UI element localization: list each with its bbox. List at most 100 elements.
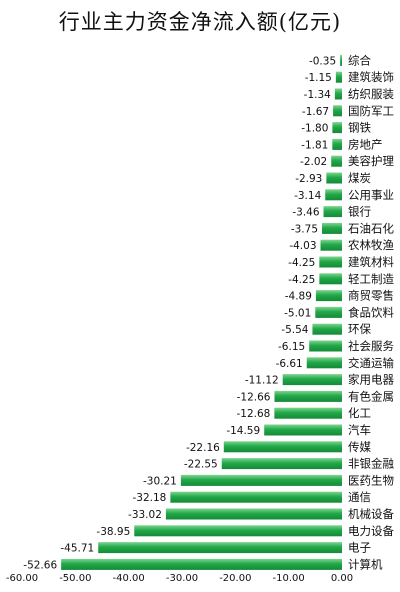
category-label: 汽车 bbox=[348, 423, 371, 437]
bar-10 bbox=[323, 206, 342, 218]
bar-8 bbox=[326, 172, 342, 184]
category-label: 电力设备 bbox=[348, 524, 394, 538]
category-label: 机械设备 bbox=[348, 507, 394, 521]
bar-9 bbox=[325, 189, 342, 201]
bar-12 bbox=[320, 239, 342, 251]
category-label: 电子 bbox=[348, 541, 371, 555]
bar-24 bbox=[223, 441, 342, 453]
x-tick-label: -10.00 bbox=[273, 573, 305, 584]
value-label: -52.66 bbox=[23, 559, 57, 571]
bar-15 bbox=[315, 290, 342, 302]
value-label: -3.75 bbox=[291, 223, 318, 235]
value-label: -4.03 bbox=[289, 240, 316, 252]
x-tick-label: 0.00 bbox=[331, 573, 353, 584]
category-label: 轻工制造 bbox=[348, 272, 394, 286]
value-label: -12.66 bbox=[237, 391, 271, 403]
value-label: -1.34 bbox=[304, 89, 331, 101]
value-label: -4.89 bbox=[285, 291, 312, 303]
value-label: -5.54 bbox=[281, 324, 308, 336]
value-label: -2.93 bbox=[295, 173, 322, 185]
category-label: 交通运输 bbox=[348, 356, 394, 370]
value-label: -1.80 bbox=[301, 123, 328, 135]
category-label: 有色金属 bbox=[348, 389, 394, 403]
x-tick-label: -50.00 bbox=[59, 573, 91, 584]
x-tick-label: -20.00 bbox=[219, 573, 251, 584]
bar-1 bbox=[340, 54, 342, 66]
x-tick-label: -40.00 bbox=[113, 573, 145, 584]
category-label: 农林牧渔 bbox=[348, 238, 394, 252]
value-label: -4.25 bbox=[288, 257, 315, 269]
value-label: -45.71 bbox=[60, 543, 94, 555]
x-tick-label: -30.00 bbox=[166, 573, 198, 584]
bar-13 bbox=[319, 256, 342, 268]
bar-14 bbox=[319, 273, 342, 285]
bar-25 bbox=[221, 458, 342, 470]
value-label: -6.15 bbox=[278, 341, 305, 353]
value-label: -0.35 bbox=[309, 55, 336, 67]
category-label: 钢铁 bbox=[348, 121, 371, 135]
category-label: 石油石化 bbox=[348, 221, 394, 235]
value-label: -1.81 bbox=[301, 139, 328, 151]
category-label: 化工 bbox=[348, 406, 371, 420]
value-label: -32.18 bbox=[133, 492, 167, 504]
bar-6 bbox=[332, 138, 342, 150]
bar-2 bbox=[335, 71, 342, 83]
value-label: -22.16 bbox=[186, 442, 220, 454]
value-label: -3.46 bbox=[292, 207, 319, 219]
category-label: 纺织服装 bbox=[348, 87, 394, 101]
value-label: -14.59 bbox=[226, 425, 260, 437]
category-label: 非银金融 bbox=[348, 457, 394, 471]
category-label: 综合 bbox=[348, 53, 371, 67]
bar-7 bbox=[331, 155, 342, 167]
value-label: -4.25 bbox=[288, 274, 315, 286]
value-label: -6.61 bbox=[276, 358, 303, 370]
bar-18 bbox=[309, 340, 342, 352]
category-label: 建筑装饰 bbox=[348, 70, 394, 84]
bar-16 bbox=[315, 306, 342, 318]
category-label: 传媒 bbox=[348, 440, 371, 454]
bar-30 bbox=[98, 542, 342, 554]
value-label: -1.15 bbox=[305, 72, 332, 84]
bar-31 bbox=[61, 558, 342, 570]
bar-4 bbox=[333, 105, 342, 117]
category-label: 食品饮料 bbox=[348, 305, 394, 319]
bar-28 bbox=[165, 508, 342, 520]
bar-3 bbox=[334, 88, 342, 100]
category-label: 医药生物 bbox=[348, 473, 394, 487]
category-label: 房地产 bbox=[348, 137, 383, 151]
category-label: 公用事业 bbox=[348, 188, 394, 202]
bar-26 bbox=[180, 474, 342, 486]
bar-21 bbox=[274, 390, 342, 402]
category-label: 家用电器 bbox=[348, 373, 394, 387]
category-label: 通信 bbox=[348, 490, 371, 504]
value-label: -12.68 bbox=[237, 408, 271, 420]
bar-29 bbox=[134, 525, 342, 537]
category-label: 环保 bbox=[348, 322, 371, 336]
value-label: -5.01 bbox=[284, 307, 311, 319]
bar-27 bbox=[170, 491, 342, 503]
value-label: -22.55 bbox=[184, 459, 218, 471]
value-label: -30.21 bbox=[143, 475, 177, 487]
value-label: -38.95 bbox=[96, 526, 130, 538]
bar-5 bbox=[332, 122, 342, 134]
value-label: -11.12 bbox=[245, 375, 279, 387]
category-label: 建筑材料 bbox=[348, 255, 394, 269]
bar-20 bbox=[282, 374, 342, 386]
value-label: -1.67 bbox=[302, 106, 329, 118]
bar-19 bbox=[306, 357, 342, 369]
category-label: 商贸零售 bbox=[348, 289, 394, 303]
bar-22 bbox=[274, 407, 342, 419]
value-label: -33.02 bbox=[128, 509, 162, 521]
category-label: 社会服务 bbox=[348, 339, 394, 353]
bar-23 bbox=[264, 424, 342, 436]
category-label: 煤炭 bbox=[348, 171, 371, 185]
value-label: -2.02 bbox=[300, 156, 327, 168]
category-label: 国防军工 bbox=[348, 104, 394, 118]
category-label: 美容护理 bbox=[348, 154, 394, 168]
chart-title: 行业主力资金净流入额(亿元) bbox=[58, 10, 342, 34]
value-label: -3.14 bbox=[294, 190, 321, 202]
x-tick-label: -60.00 bbox=[6, 573, 38, 584]
bar-11 bbox=[322, 222, 342, 234]
category-label: 计算机 bbox=[348, 557, 383, 571]
